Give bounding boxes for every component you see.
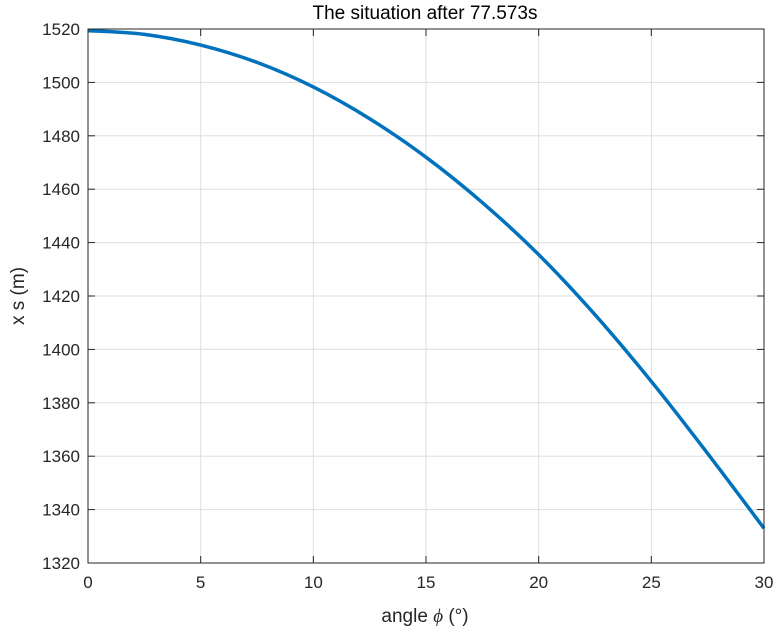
- y-tick-label: 1480: [42, 127, 80, 146]
- y-tick-label: 1360: [42, 447, 80, 466]
- x-tick-label: 0: [83, 573, 92, 592]
- y-tick-label: 1400: [42, 340, 80, 359]
- x-tick-labels: 0 5 10 15 20 25 30: [83, 573, 773, 592]
- x-tick-label: 15: [417, 573, 436, 592]
- x-tick-label: 10: [304, 573, 323, 592]
- x-axis-label-suffix: (°): [443, 606, 469, 627]
- y-tick-label: 1460: [42, 180, 80, 199]
- y-tick-label: 1500: [42, 73, 80, 92]
- x-axis-label: angle ϕ (°): [381, 606, 468, 627]
- x-axis-label-prefix: angle: [381, 606, 433, 627]
- series-layer: [87, 28, 766, 530]
- y-tick-label: 1520: [42, 20, 80, 39]
- series-line: [87, 28, 766, 530]
- chart-title: The situation after 77.573s: [313, 3, 538, 24]
- y-tick-label: 1380: [42, 394, 80, 413]
- y-axis-label: x s (m): [8, 267, 29, 325]
- y-tick-label: 1340: [42, 501, 80, 520]
- x-tick-label: 25: [642, 573, 661, 592]
- tick-marks: [87, 28, 765, 564]
- x-tick-label: 30: [755, 573, 774, 592]
- x-tick-label: 5: [196, 573, 205, 592]
- phi-symbol: ϕ: [433, 606, 443, 627]
- y-tick-label: 1320: [42, 554, 80, 573]
- y-tick-label: 1440: [42, 234, 80, 253]
- x-tick-label: 20: [529, 573, 548, 592]
- y-tick-labels: 1320 1340 1360 1380 1400 1420 1440 1460 1480 1500…: [42, 20, 80, 573]
- y-tick-label: 1420: [42, 287, 80, 306]
